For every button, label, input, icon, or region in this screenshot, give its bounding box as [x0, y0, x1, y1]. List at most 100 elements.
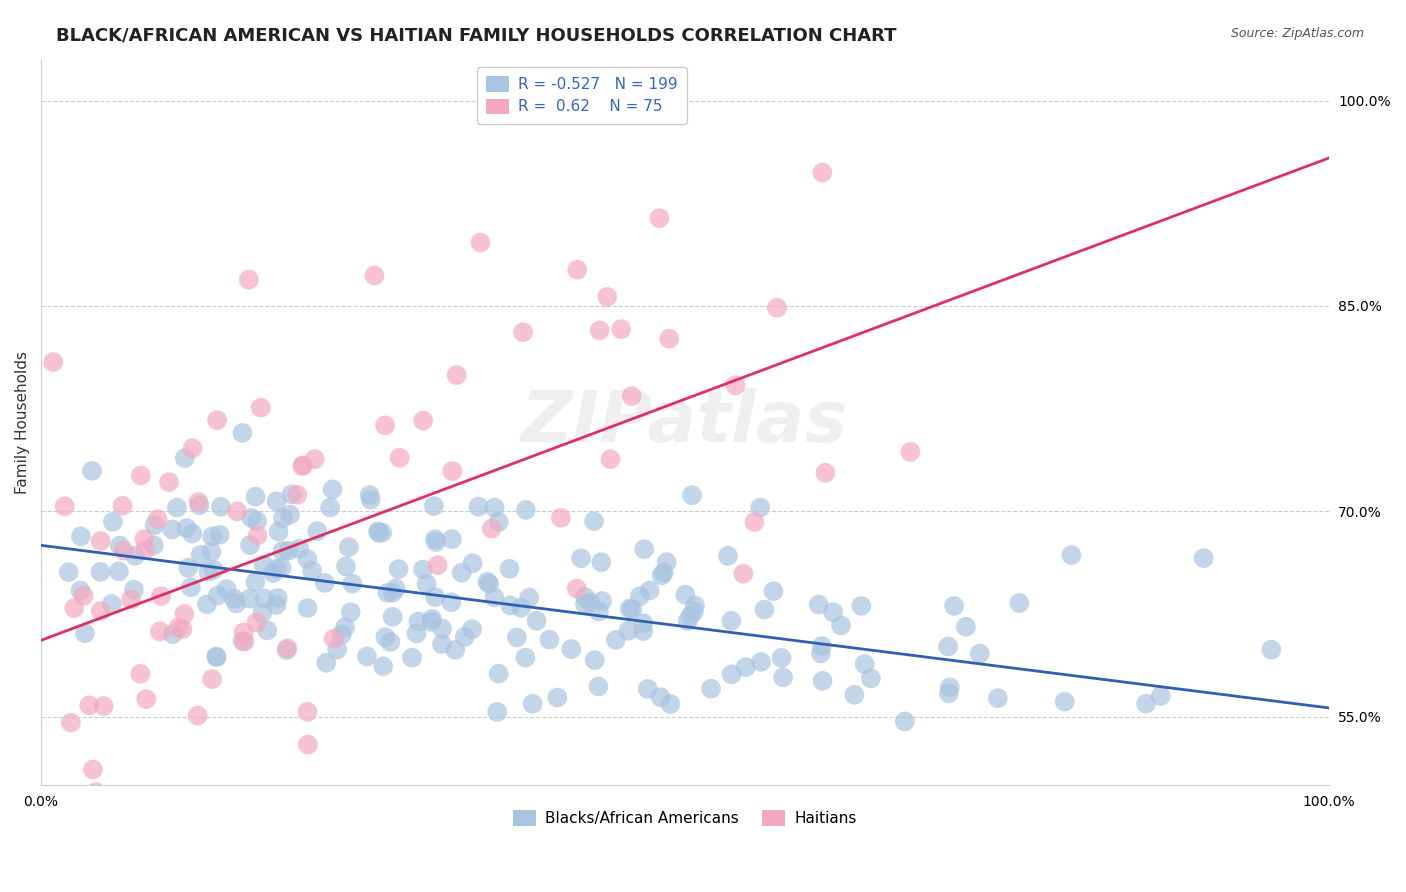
Point [276, 643, 298, 657]
Point [322, 632, 344, 646]
Point [569, 551, 592, 566]
Point [225, 596, 247, 610]
Point [266, 494, 288, 508]
Point [374, 418, 396, 433]
Point [297, 601, 319, 615]
Point [1150, 689, 1173, 703]
Point [717, 549, 740, 563]
Point [749, 500, 772, 515]
Point [342, 576, 364, 591]
Point [176, 521, 198, 535]
Point [506, 631, 529, 645]
Point [335, 559, 357, 574]
Point [205, 649, 228, 664]
Point [59, 715, 82, 730]
Point [70, 529, 93, 543]
Text: ZIPatlas: ZIPatlas [522, 388, 849, 457]
Point [142, 538, 165, 552]
Point [588, 604, 610, 618]
Point [180, 580, 202, 594]
Point [515, 503, 537, 517]
Point [450, 566, 472, 580]
Point [330, 627, 353, 641]
Point [579, 595, 602, 609]
Point [322, 483, 344, 497]
Point [515, 650, 537, 665]
Point [744, 515, 766, 529]
Point [367, 525, 389, 540]
Point [231, 425, 253, 440]
Point [149, 624, 172, 639]
Point [112, 543, 135, 558]
Point [146, 512, 169, 526]
Point [444, 643, 467, 657]
Point [166, 500, 188, 515]
Point [195, 598, 218, 612]
Point [1135, 697, 1157, 711]
Point [207, 589, 229, 603]
Point [620, 389, 643, 403]
Point [233, 634, 256, 648]
Point [683, 599, 706, 613]
Point [388, 450, 411, 465]
Point [499, 599, 522, 613]
Point [205, 650, 228, 665]
Point [405, 626, 427, 640]
Point [605, 632, 627, 647]
Point [205, 413, 228, 427]
Point [371, 525, 394, 540]
Point [93, 699, 115, 714]
Point [160, 796, 183, 810]
Point [307, 524, 329, 538]
Point [356, 649, 378, 664]
Point [807, 598, 830, 612]
Point [650, 690, 672, 705]
Point [162, 627, 184, 641]
Point [441, 464, 464, 478]
Point [673, 588, 696, 602]
Point [415, 576, 437, 591]
Point [245, 575, 267, 590]
Point [754, 602, 776, 616]
Point [811, 673, 834, 688]
Point [583, 653, 606, 667]
Point [266, 562, 288, 576]
Point [652, 566, 675, 580]
Point [401, 650, 423, 665]
Point [101, 515, 124, 529]
Point [291, 458, 314, 473]
Point [461, 622, 484, 636]
Point [267, 591, 290, 605]
Point [955, 620, 977, 634]
Point [943, 599, 966, 613]
Point [679, 608, 702, 623]
Point [201, 672, 224, 686]
Point [423, 590, 446, 604]
Point [420, 615, 443, 629]
Y-axis label: Family Households: Family Households [15, 351, 30, 494]
Point [648, 211, 671, 226]
Point [733, 566, 755, 581]
Point [42, 355, 65, 369]
Point [270, 561, 292, 575]
Point [1260, 642, 1282, 657]
Point [486, 705, 509, 719]
Point [681, 488, 703, 502]
Point [591, 555, 613, 569]
Point [167, 621, 190, 635]
Point [633, 542, 655, 557]
Point [262, 566, 284, 581]
Point [1008, 596, 1031, 610]
Point [550, 510, 572, 524]
Point [90, 604, 112, 618]
Point [512, 325, 534, 339]
Point [588, 680, 610, 694]
Point [599, 452, 621, 467]
Point [425, 535, 447, 549]
Point [720, 667, 742, 681]
Point [89, 565, 111, 579]
Point [446, 368, 468, 383]
Point [252, 606, 274, 620]
Point [240, 511, 263, 525]
Point [278, 508, 301, 522]
